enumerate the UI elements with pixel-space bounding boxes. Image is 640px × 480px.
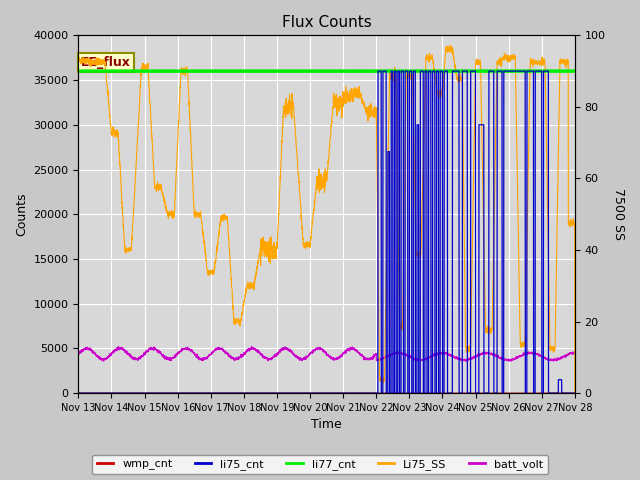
Y-axis label: 7500 SS: 7500 SS xyxy=(612,188,625,240)
Y-axis label: Counts: Counts xyxy=(15,192,28,236)
Title: Flux Counts: Flux Counts xyxy=(282,15,371,30)
Text: EE_flux: EE_flux xyxy=(81,56,131,69)
X-axis label: Time: Time xyxy=(311,419,342,432)
Legend: wmp_cnt, li75_cnt, li77_cnt, Li75_SS, batt_volt: wmp_cnt, li75_cnt, li77_cnt, Li75_SS, ba… xyxy=(92,455,548,474)
